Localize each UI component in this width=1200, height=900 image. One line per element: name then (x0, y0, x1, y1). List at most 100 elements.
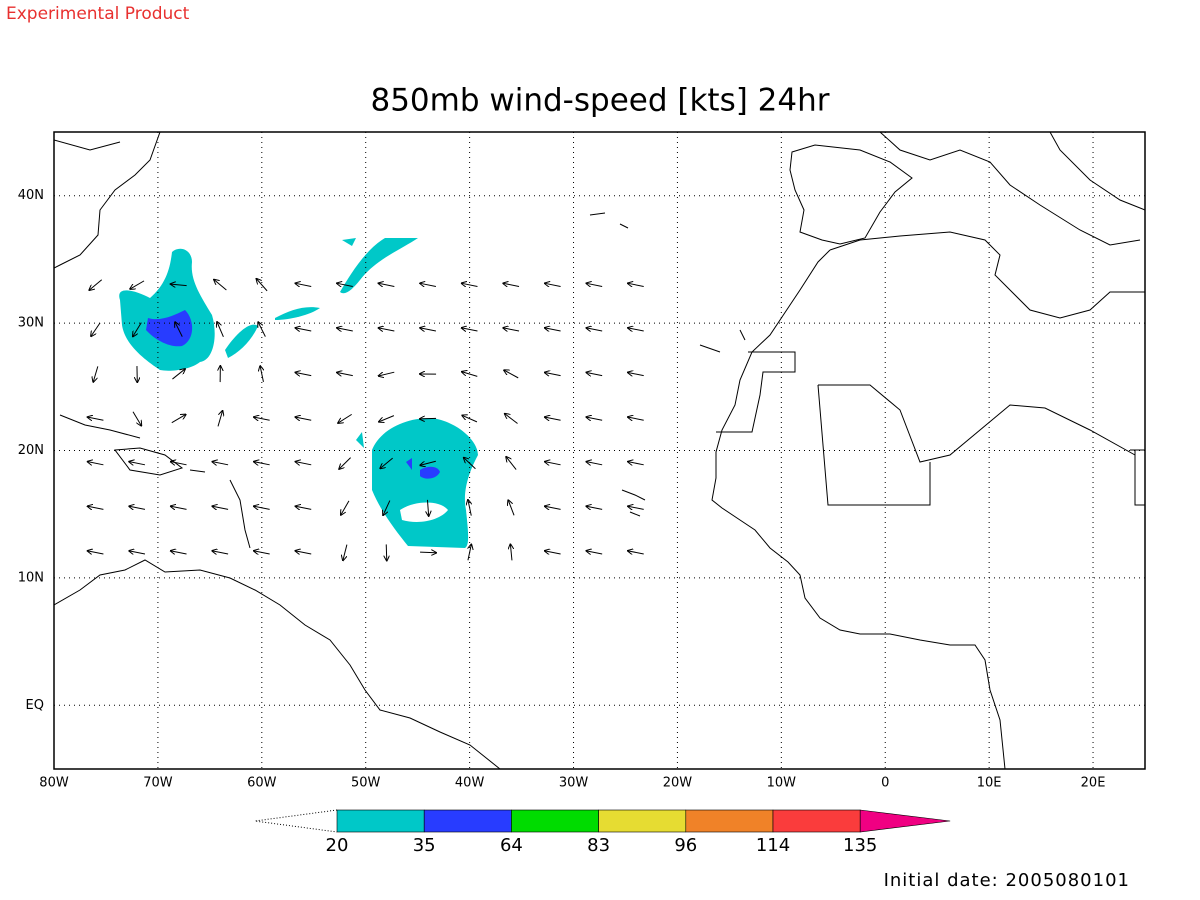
header-label: Experimental Product (6, 4, 190, 24)
lon-tick-label: 70W (143, 776, 173, 791)
wind-arrow (505, 414, 518, 424)
colorbar-label: 83 (587, 835, 610, 856)
wind-arrow (420, 328, 436, 331)
wind-arrow (171, 506, 187, 509)
wind-arrow (628, 372, 644, 375)
wind-arrow (586, 283, 603, 286)
colorbar: 20 35 64 83 96 114 135 (254, 809, 951, 856)
wind-arrow (88, 417, 104, 420)
wind-arrow (628, 417, 644, 420)
lat-tick-label: EQ (26, 698, 44, 713)
lon-tick-label: 80W (39, 776, 69, 791)
coast-europe (879, 132, 1145, 246)
shade-64 (406, 458, 440, 479)
wind-arrow (175, 322, 183, 337)
wind-arrow (217, 411, 222, 427)
lon-tick-label: 40W (455, 776, 485, 791)
coast-caribbean (59, 414, 251, 549)
shade-35 (275, 307, 320, 320)
colorbar-label: 96 (674, 835, 697, 856)
lon-tick-label: 10E (977, 776, 1002, 791)
wind-arrow (129, 551, 146, 554)
wind-arrow (510, 544, 512, 561)
wind-arrow (260, 366, 263, 382)
wind-arrow (379, 283, 395, 286)
lat-tick-label: 30N (18, 316, 44, 331)
wind-arrow (129, 462, 146, 465)
coast-africa (711, 249, 1006, 769)
wind-arrow (254, 417, 270, 420)
wind-arrow (628, 283, 644, 286)
wind-arrow (337, 283, 353, 286)
wind-arrow (339, 457, 351, 469)
wind-arrow (257, 279, 268, 292)
wind-arrow (91, 322, 101, 336)
map-area (54, 132, 1145, 769)
wind-arrow (420, 283, 436, 286)
wind-arrow (503, 283, 520, 286)
graticule (54, 132, 1145, 769)
wind-arrow (380, 457, 393, 468)
wind-arrow (420, 460, 436, 465)
lat-tick-label: 40N (18, 188, 44, 203)
shade-35 (119, 248, 215, 371)
lon-tick-label: 20W (663, 776, 693, 791)
wind-arrow (337, 328, 353, 331)
lon-tick-label: 0 (881, 776, 889, 791)
colorbar-box (598, 809, 687, 833)
wind-arrow (214, 280, 227, 291)
map-frame (53, 131, 1146, 770)
lon-tick-label: 50W (351, 776, 381, 791)
wind-arrow (217, 322, 224, 338)
wind-arrow (296, 328, 312, 331)
wind-arrow (337, 372, 353, 375)
colorbar-over (859, 809, 951, 833)
wind-arrow (212, 506, 229, 509)
coast-gulf-guinea-islands (1130, 449, 1145, 506)
wind-arrow (420, 552, 436, 553)
wind-arrow (545, 417, 561, 420)
wind-arrow (462, 372, 478, 377)
coast-africa-north (829, 231, 1145, 319)
colorbar-box (336, 809, 425, 833)
wind-arrow (386, 544, 387, 560)
colorbar-under (254, 809, 338, 833)
lon-tick-label: 30W (559, 776, 589, 791)
wind-arrow (545, 506, 561, 509)
wind-arrow (254, 551, 270, 554)
colorbar-box (511, 809, 599, 833)
coast-iberia (789, 144, 913, 245)
wind-arrow (254, 506, 270, 509)
wind-arrow (379, 415, 395, 422)
wind-arrow (462, 283, 478, 286)
coast-south-america (54, 559, 501, 769)
wind-arrow (379, 328, 395, 331)
wind-arrow (383, 500, 391, 516)
wind-arrow (296, 417, 312, 420)
wind-arrow (171, 462, 187, 465)
wind-arrow (628, 551, 644, 554)
wind-arrow (379, 371, 395, 376)
wind-arrow (503, 328, 520, 331)
wind-arrow (628, 328, 644, 331)
lon-tick-label: 20E (1081, 776, 1106, 791)
wind-vectors (88, 279, 644, 561)
wind-arrow (130, 280, 145, 289)
wind-arrow (296, 372, 312, 375)
lon-tick-label: 10W (767, 776, 797, 791)
colorbar-label: 135 (843, 835, 877, 856)
wind-arrow (545, 372, 561, 375)
wind-arrow (296, 506, 312, 509)
wind-arrow (468, 545, 471, 561)
lat-tick-label: 20N (18, 443, 44, 458)
wind-arrow (628, 462, 644, 465)
initial-date: Initial date: 2005080101 (884, 870, 1130, 891)
wind-arrow (468, 500, 471, 516)
wind-arrow (545, 328, 561, 331)
colorbar-label: 64 (500, 835, 523, 856)
wind-arrow (586, 506, 603, 509)
wind-arrow (93, 366, 99, 381)
coast-islands (589, 212, 746, 517)
